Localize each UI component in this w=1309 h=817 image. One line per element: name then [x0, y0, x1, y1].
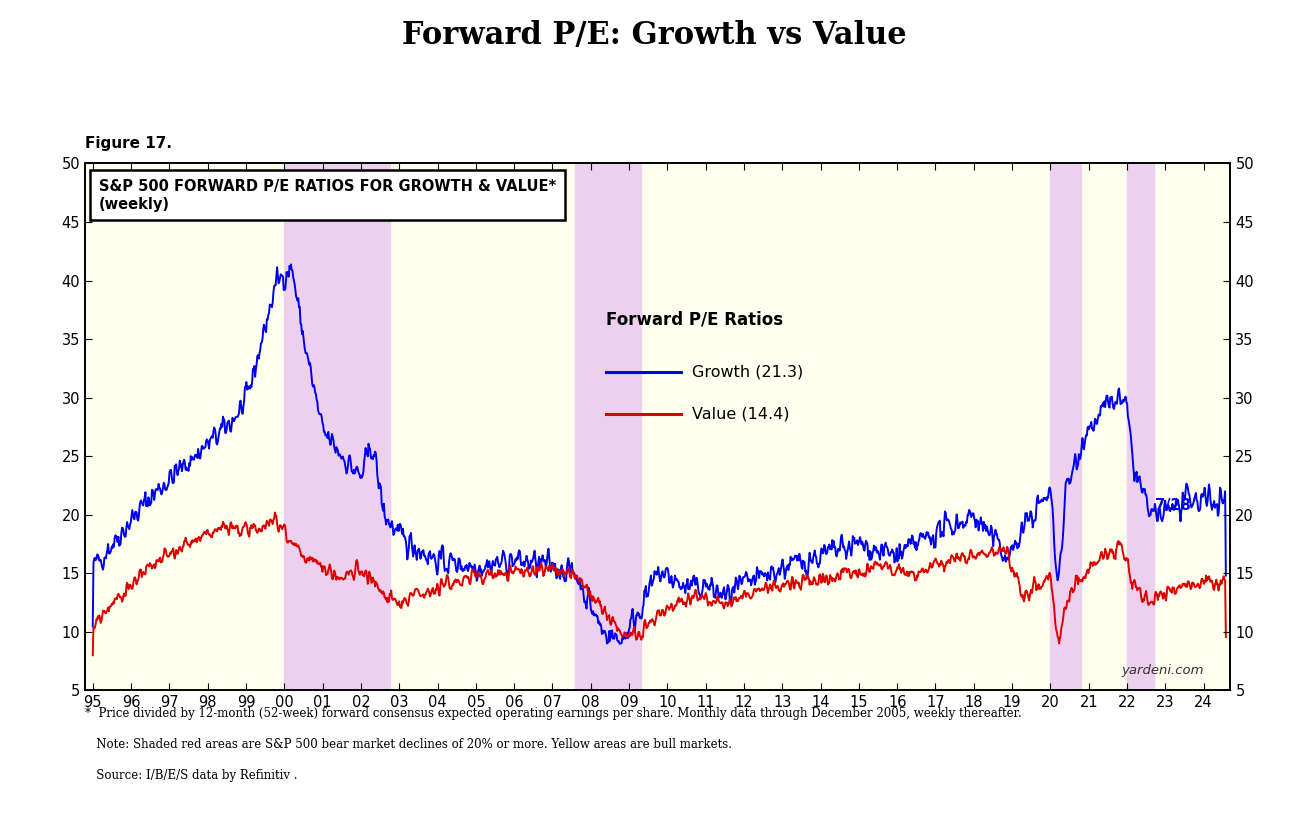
Text: Forward P/E: Growth vs Value: Forward P/E: Growth vs Value	[402, 20, 907, 51]
Text: *  Price divided by 12-month (52-week) forward consensus expected operating earn: * Price divided by 12-month (52-week) fo…	[85, 707, 1022, 720]
Bar	[1127, 163, 1153, 690]
Text: Growth (21.3): Growth (21.3)	[692, 364, 804, 379]
Bar	[284, 163, 390, 690]
Text: S&P 500 FORWARD P/E RATIOS FOR GROWTH & VALUE*
(weekly): S&P 500 FORWARD P/E RATIOS FOR GROWTH & …	[99, 179, 556, 212]
Text: yardeni.com: yardeni.com	[1122, 664, 1204, 677]
Bar	[576, 163, 640, 690]
Text: Value (14.4): Value (14.4)	[692, 406, 789, 422]
Text: 7/28: 7/28	[1155, 498, 1191, 513]
Text: Source: I/B/E/S data by Refinitiv .: Source: I/B/E/S data by Refinitiv .	[85, 769, 297, 782]
Text: Forward P/E Ratios: Forward P/E Ratios	[606, 311, 783, 329]
Text: Figure 17.: Figure 17.	[85, 136, 171, 151]
Bar	[1050, 163, 1081, 690]
Text: Note: Shaded red areas are S&P 500 bear market declines of 20% or more. Yellow a: Note: Shaded red areas are S&P 500 bear …	[85, 738, 732, 751]
